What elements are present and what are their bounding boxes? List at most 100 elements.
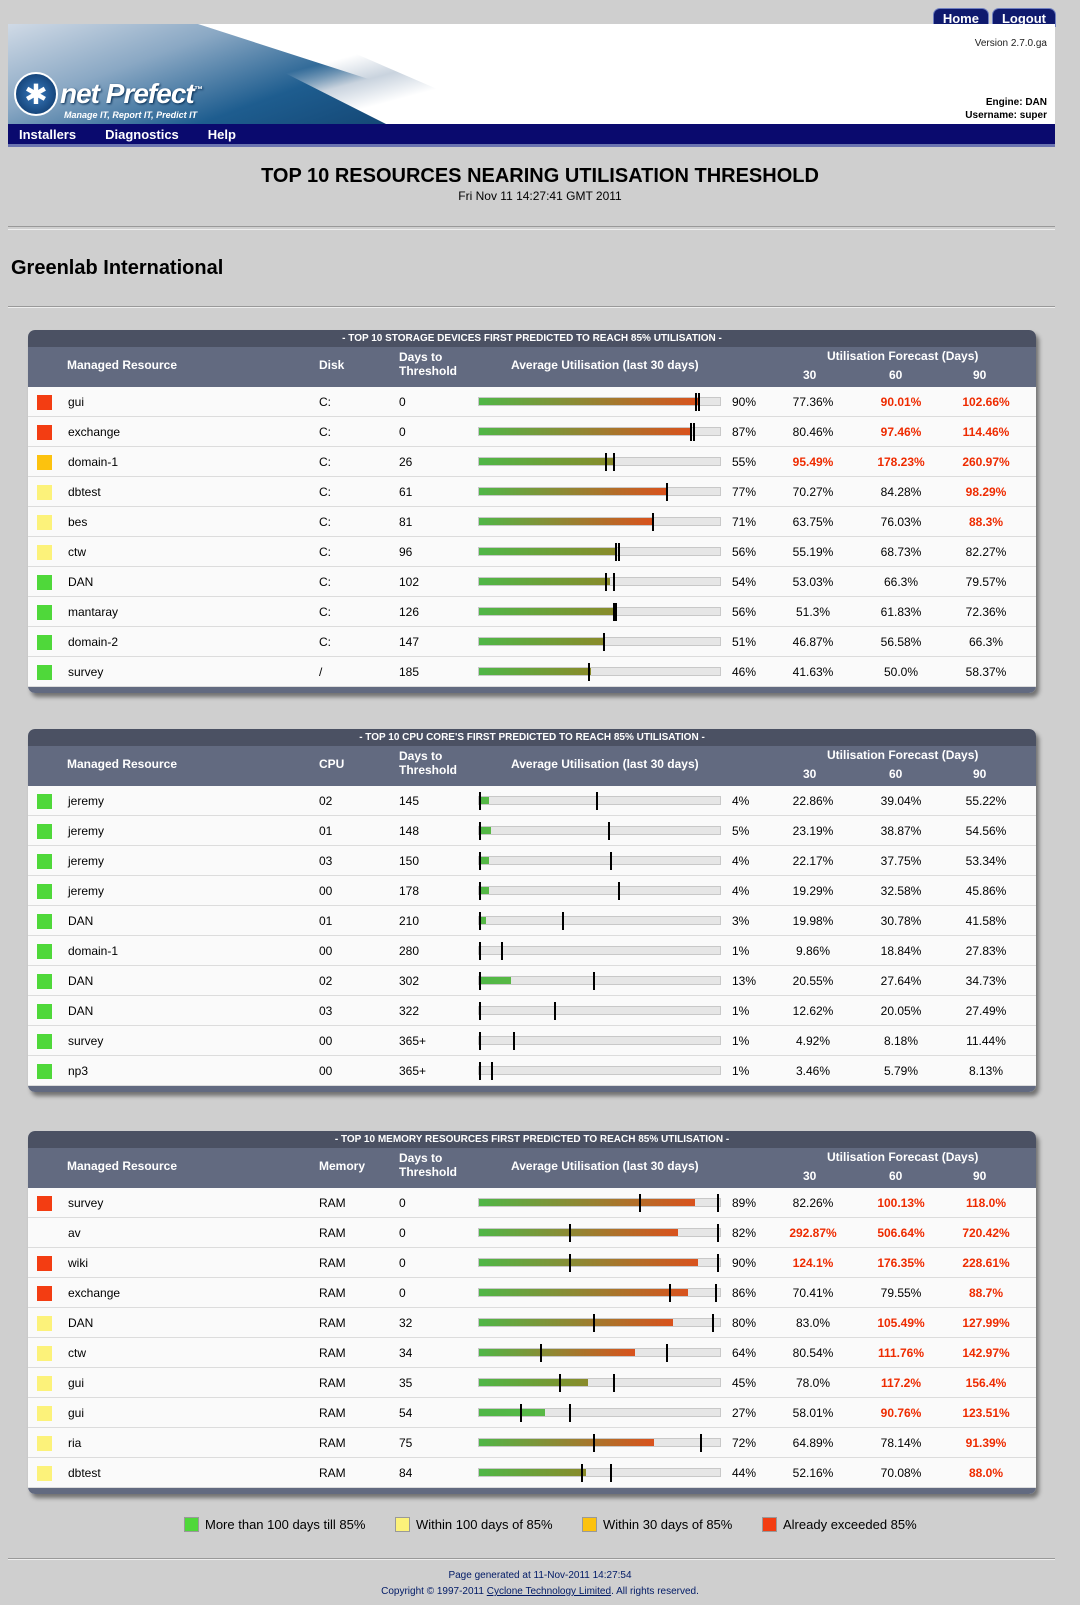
threshold-marker — [669, 1284, 671, 1302]
forecast-90: 720.42% — [962, 1226, 1010, 1240]
resource-name: DAN — [68, 575, 94, 589]
utilisation-bar — [478, 1344, 721, 1362]
threshold-marker — [479, 972, 481, 990]
average-percent: 72% — [732, 1436, 757, 1450]
table-row[interactable]: ctw C: 96 56% 55.19% 68.73% 82.27% — [28, 537, 1036, 567]
forecast-90: 102.66% — [962, 395, 1010, 409]
forecast-60: 61.83% — [880, 605, 922, 619]
table-row[interactable]: DAN 02 302 13% 20.55% 27.64% 34.73% — [28, 966, 1036, 996]
table-row[interactable]: domain-2 C: 147 51% 46.87% 56.58% 66.3% — [28, 627, 1036, 657]
forecast-60: 506.64% — [877, 1226, 925, 1240]
status-indicator — [37, 1064, 52, 1079]
home-tab[interactable]: Home — [932, 8, 989, 27]
resource-name: jeremy — [68, 854, 105, 868]
table-row[interactable]: exchange C: 0 87% 80.46% 97.46% 114.46% — [28, 417, 1036, 447]
table-row[interactable]: bes C: 81 71% 63.75% 76.03% 88.3% — [28, 507, 1036, 537]
table-row[interactable]: exchange RAM 0 86% 70.41% 79.55% 88.7% — [28, 1278, 1036, 1308]
table-row[interactable]: DAN 01 210 3% 19.98% 30.78% 41.58% — [28, 906, 1036, 936]
table-row[interactable]: DAN RAM 32 80% 83.0% 105.49% 127.99% — [28, 1308, 1036, 1338]
col-header-90: 90 — [973, 1169, 987, 1183]
nav-installers[interactable]: Installers — [19, 126, 77, 142]
utilisation-bar — [478, 483, 721, 501]
days-to-threshold: 54 — [399, 1406, 413, 1420]
days-to-threshold: 178 — [399, 884, 420, 898]
table-row[interactable]: dbtest RAM 84 44% 52.16% 70.08% 88.0% — [28, 1458, 1036, 1488]
forecast-60: 79.55% — [880, 1286, 922, 1300]
table-row[interactable]: np3 00 365+ 1% 3.46% 5.79% 8.13% — [28, 1056, 1036, 1086]
forecast-30: 63.75% — [792, 515, 834, 529]
resource-unit: RAM — [319, 1436, 346, 1450]
status-indicator — [37, 914, 52, 929]
nav-diagnostics[interactable]: Diagnostics — [105, 126, 179, 142]
resource-name: av — [68, 1226, 81, 1240]
status-indicator — [37, 425, 52, 440]
panel-footer — [28, 1488, 1036, 1494]
table-row[interactable]: ria RAM 75 72% 64.89% 78.14% 91.39% — [28, 1428, 1036, 1458]
resource-name: gui — [68, 395, 85, 409]
resource-unit: 03 — [319, 1004, 333, 1018]
status-indicator — [37, 1376, 52, 1391]
average-percent: 86% — [732, 1286, 757, 1300]
table-row[interactable]: gui C: 0 90% 77.36% 90.01% 102.66% — [28, 387, 1036, 417]
company-link[interactable]: Cyclone Technology Limited — [486, 1586, 612, 1597]
resource-unit: 00 — [319, 1034, 333, 1048]
table-row[interactable]: DAN C: 102 54% 53.03% 66.3% 79.57% — [28, 567, 1036, 597]
forecast-30: 4.92% — [795, 1034, 831, 1048]
col-header-60: 60 — [889, 1169, 903, 1183]
days-to-threshold: 0 — [399, 1256, 406, 1270]
utilisation-fill — [479, 1289, 688, 1296]
logout-tab[interactable]: Logout — [991, 8, 1056, 27]
threshold-marker — [513, 1032, 515, 1050]
table-row[interactable]: jeremy 03 150 4% 22.17% 37.75% 53.34% — [28, 846, 1036, 876]
resource-name: dbtest — [68, 1466, 101, 1480]
utilisation-fill — [479, 578, 610, 585]
table-row[interactable]: DAN 03 322 1% 12.62% 20.05% 27.49% — [28, 996, 1036, 1026]
average-percent: 27% — [732, 1406, 757, 1420]
average-percent: 44% — [732, 1466, 757, 1480]
threshold-marker — [520, 1404, 522, 1422]
average-percent: 90% — [732, 1256, 757, 1270]
utilisation-bar — [478, 633, 721, 651]
table-row[interactable]: survey 00 365+ 1% 4.92% 8.18% 11.44% — [28, 1026, 1036, 1056]
table-row[interactable]: wiki RAM 0 90% 124.1% 176.35% 228.61% — [28, 1248, 1036, 1278]
col-header-forecast: Utilisation Forecast (Days) — [827, 748, 979, 762]
table-row[interactable]: jeremy 00 178 4% 19.29% 32.58% 45.86% — [28, 876, 1036, 906]
threshold-marker — [613, 1374, 615, 1392]
average-percent: 55% — [732, 455, 757, 469]
average-percent: 3% — [732, 914, 750, 928]
threshold-marker — [717, 1254, 719, 1272]
table-row[interactable]: dbtest C: 61 77% 70.27% 84.28% 98.29% — [28, 477, 1036, 507]
resource-name: gui — [68, 1406, 85, 1420]
table-row[interactable]: gui RAM 35 45% 78.0% 117.2% 156.4% — [28, 1368, 1036, 1398]
table-row[interactable]: jeremy 01 148 5% 23.19% 38.87% 54.56% — [28, 816, 1036, 846]
resource-unit: C: — [319, 635, 331, 649]
resource-name: dbtest — [68, 485, 101, 499]
forecast-90: 79.57% — [965, 575, 1007, 589]
resource-name: exchange — [68, 1286, 121, 1300]
nav-help[interactable]: Help — [207, 126, 236, 142]
table-row[interactable]: survey / 185 46% 41.63% 50.0% 58.37% — [28, 657, 1036, 687]
forecast-60: 39.04% — [880, 794, 922, 808]
legend-item-green: More than 100 days till 85% — [184, 1517, 365, 1532]
forecast-60: 90.76% — [880, 1406, 922, 1420]
days-to-threshold: 147 — [399, 635, 420, 649]
table-row[interactable]: domain-1 00 280 1% 9.86% 18.84% 27.83% — [28, 936, 1036, 966]
table-row[interactable]: domain-1 C: 26 55% 95.49% 178.23% 260.97% — [28, 447, 1036, 477]
threshold-marker — [479, 1032, 481, 1050]
panel-title: - TOP 10 STORAGE DEVICES FIRST PREDICTED… — [28, 330, 1036, 347]
version-label: Version 2.7.0.ga — [974, 38, 1047, 49]
col-header-90: 90 — [973, 368, 987, 382]
table-row[interactable]: gui RAM 54 27% 58.01% 90.76% 123.51% — [28, 1398, 1036, 1428]
days-to-threshold: 0 — [399, 1286, 406, 1300]
table-row[interactable]: ctw RAM 34 64% 80.54% 111.76% 142.97% — [28, 1338, 1036, 1368]
table-row[interactable]: jeremy 02 145 4% 22.86% 39.04% 55.22% — [28, 786, 1036, 816]
table-row[interactable]: mantaray C: 126 56% 51.3% 61.83% 72.36% — [28, 597, 1036, 627]
table-row[interactable]: survey RAM 0 89% 82.26% 100.13% 118.0% — [28, 1188, 1036, 1218]
average-percent: 87% — [732, 425, 757, 439]
table-row[interactable]: av RAM 0 82% 292.87% 506.64% 720.42% — [28, 1218, 1036, 1248]
threshold-marker — [615, 603, 617, 621]
panel-title: - TOP 10 MEMORY RESOURCES FIRST PREDICTE… — [28, 1131, 1036, 1148]
forecast-30: 82.26% — [792, 1196, 834, 1210]
resource-unit: C: — [319, 425, 331, 439]
resource-panel: - TOP 10 STORAGE DEVICES FIRST PREDICTED… — [28, 330, 1036, 693]
